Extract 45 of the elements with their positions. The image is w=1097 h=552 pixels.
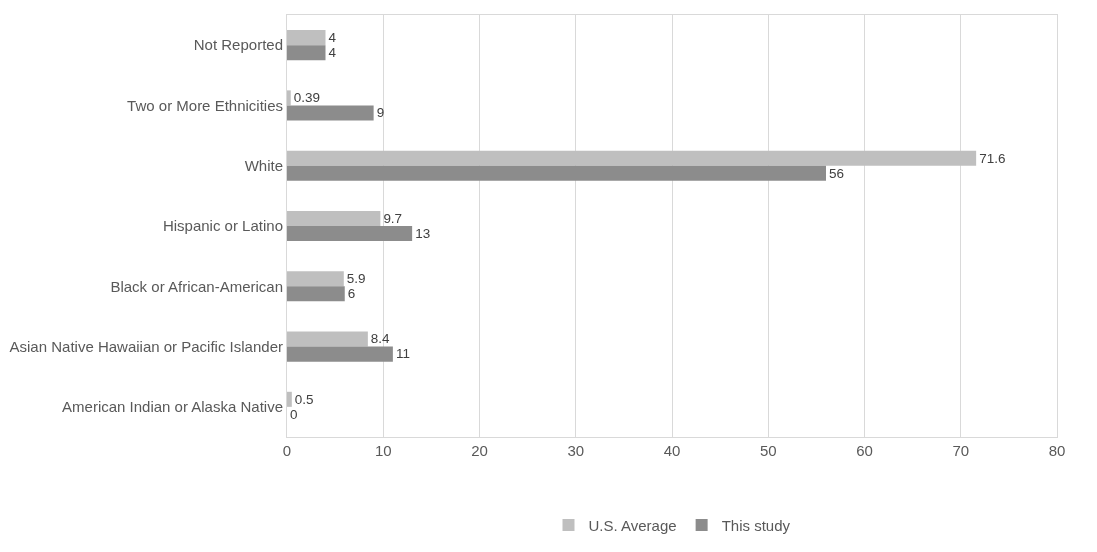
- data-label: 4: [328, 29, 337, 45]
- x-tick-label: 50: [759, 442, 777, 459]
- data-label: 0.5: [294, 391, 314, 407]
- legend-label: U.S. Average: [588, 516, 677, 534]
- bar: [287, 391, 292, 407]
- data-label: 4: [328, 45, 337, 61]
- data-label: 5.9: [346, 271, 366, 287]
- bar: [287, 226, 413, 242]
- bar: [287, 286, 345, 302]
- y-tick-label: Not Reported: [193, 36, 283, 54]
- data-label: 0.39: [293, 90, 320, 106]
- x-tick-label: 40: [663, 442, 681, 459]
- legend-label: This study: [721, 516, 791, 534]
- x-tick-label: 80: [1048, 442, 1066, 459]
- data-label: 6: [347, 286, 356, 302]
- x-tick-label: 20: [471, 442, 488, 459]
- data-label: 8.4: [370, 331, 391, 347]
- data-label: 9: [376, 105, 385, 121]
- x-tick-label: 0: [282, 442, 292, 459]
- y-tick-label: Two or More Ethnicities: [127, 96, 283, 114]
- bar: [287, 165, 826, 181]
- bar: [287, 210, 381, 226]
- y-tick-label: Asian Native Hawaiian or Pacific Islander: [9, 337, 283, 355]
- x-tick-label: 60: [856, 442, 873, 459]
- x-tick-label: 70: [952, 442, 970, 459]
- x-tick-label: 10: [374, 442, 392, 459]
- y-tick-label: White: [244, 156, 283, 174]
- bar: [287, 90, 291, 106]
- x-tick-label: 30: [567, 442, 585, 459]
- data-label: 56: [829, 165, 845, 181]
- bar: [287, 331, 368, 347]
- data-label: 11: [395, 346, 410, 362]
- bar: [287, 271, 344, 287]
- bar: [287, 45, 326, 61]
- bar: [287, 150, 977, 166]
- y-tick-label: American Indian or Alaska Native: [62, 398, 283, 416]
- y-tick-label: Black or African-American: [110, 277, 283, 295]
- bar: [287, 30, 326, 46]
- data-label: 0: [290, 406, 298, 422]
- bar: [287, 346, 393, 362]
- data-label: 9.7: [383, 210, 403, 226]
- data-label: 71.6: [979, 150, 1006, 166]
- data-label: 13: [415, 225, 431, 241]
- y-tick-label: Hispanic or Latino: [162, 217, 283, 235]
- bar: [287, 105, 374, 121]
